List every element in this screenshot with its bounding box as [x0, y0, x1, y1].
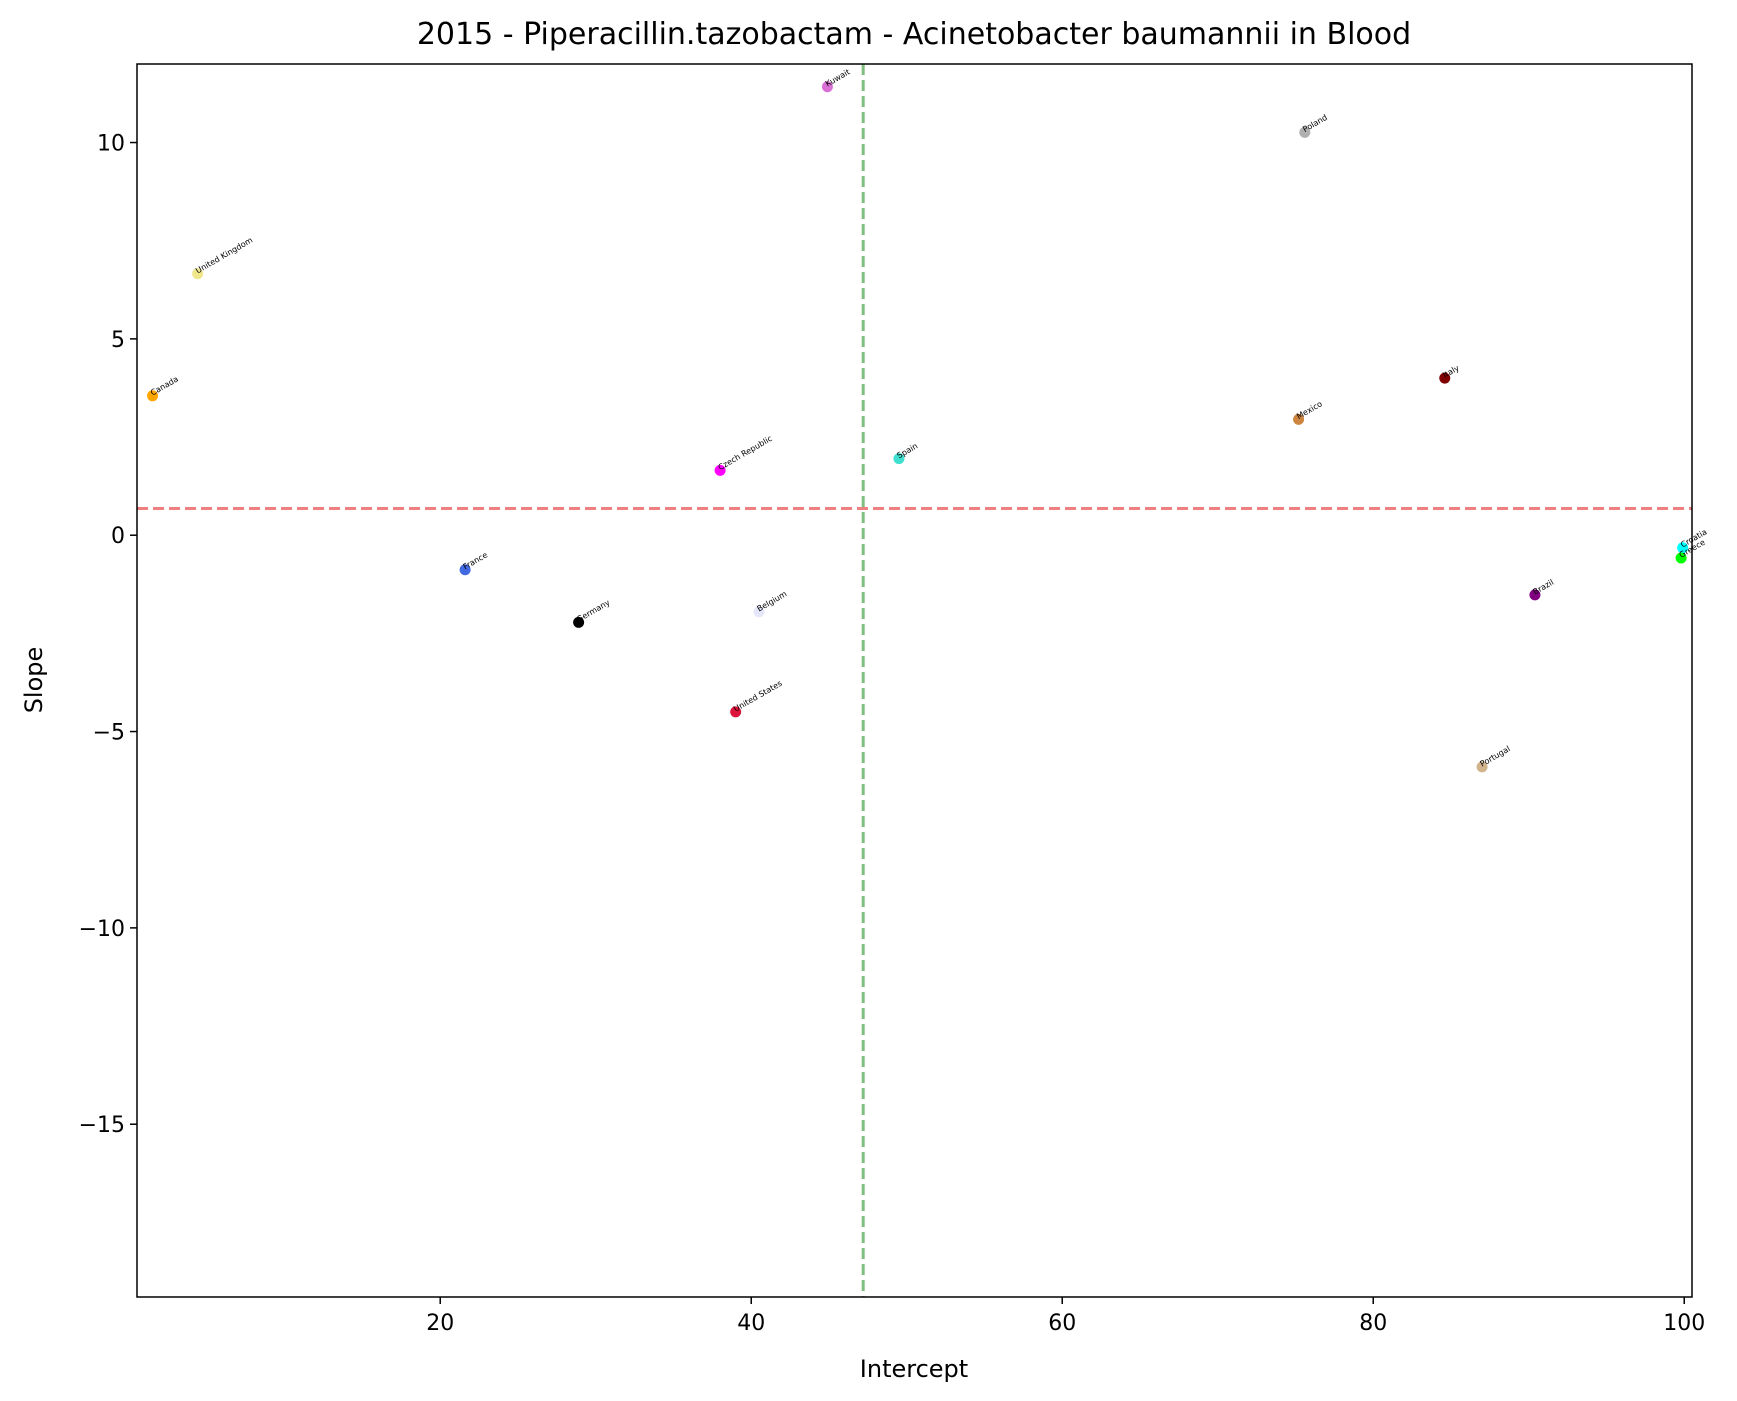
y-tick-label: −10: [79, 917, 125, 942]
x-tick-label: 20: [426, 1311, 454, 1336]
point-marker: [573, 616, 585, 628]
point-marker: [1529, 589, 1541, 601]
point-label: Brazil: [1531, 578, 1555, 597]
point-label: Germany: [575, 598, 612, 624]
data-points: Kuwait Poland United Kingdom Canada Italy Mex…: [147, 67, 1709, 773]
x-axis-label: Intercept: [860, 1355, 968, 1383]
point-marker: [192, 268, 204, 280]
point-marker: [893, 453, 905, 465]
x-tick-label: 60: [1048, 1311, 1076, 1336]
point-label: Spain: [895, 441, 919, 460]
x-tick-label: 40: [737, 1311, 765, 1336]
point-marker: [459, 564, 471, 576]
data-point: Poland: [1299, 113, 1329, 138]
point-label: Italy: [1441, 363, 1461, 380]
reference-lines: [137, 64, 1692, 1297]
point-label: Poland: [1301, 113, 1329, 134]
y-tick-label: 5: [111, 328, 125, 353]
y-tick-label: −15: [79, 1113, 125, 1138]
data-point: Czech Republic: [714, 434, 774, 476]
plot-frame: [136, 63, 1693, 1298]
y-axis-label: Slope: [20, 647, 48, 714]
y-tick-label: 0: [111, 524, 125, 549]
x-tick-label: 100: [1663, 1311, 1705, 1336]
x-tick-label: 80: [1359, 1311, 1387, 1336]
point-marker: [1299, 126, 1311, 138]
point-marker: [821, 81, 833, 93]
y-tick-label: 10: [97, 132, 125, 157]
data-point: United States: [730, 679, 784, 718]
point-label: Mexico: [1295, 399, 1324, 421]
point-marker: [1677, 542, 1689, 554]
point-marker: [753, 606, 765, 618]
data-point: France: [459, 550, 490, 576]
data-point: Kuwait: [821, 67, 852, 93]
point-marker: [147, 390, 159, 402]
point-label: United States: [732, 679, 783, 714]
point-marker: [1675, 552, 1687, 564]
point-marker: [1439, 372, 1451, 384]
chart-title: 2015 - Piperacillin.tazobactam - Acineto…: [417, 17, 1411, 52]
point-marker: [714, 464, 726, 476]
data-point: Brazil: [1529, 578, 1555, 601]
point-label: Kuwait: [824, 67, 852, 88]
point-marker: [1293, 413, 1305, 425]
data-point: Portugal: [1476, 744, 1512, 773]
point-label: Czech Republic: [717, 434, 774, 472]
data-point: United Kingdom: [192, 235, 254, 280]
data-point: Canada: [147, 374, 180, 402]
point-label: Belgium: [756, 589, 789, 613]
data-point: Belgium: [753, 589, 789, 618]
y-tick-label: −5: [93, 721, 125, 746]
point-label: France: [462, 550, 490, 571]
data-point: Germany: [573, 598, 612, 628]
point-marker: [1476, 761, 1488, 773]
point-marker: [730, 706, 742, 718]
point-label: United Kingdom: [194, 235, 254, 275]
data-point: Italy: [1439, 363, 1461, 384]
data-point: Spain: [893, 441, 919, 465]
point-label: Portugal: [1479, 744, 1512, 768]
point-label: Canada: [149, 374, 180, 397]
data-point: Mexico: [1293, 399, 1324, 425]
axes: 20 40 60 80 100 −15 −10 −5 0 5 10: [79, 132, 1706, 1336]
